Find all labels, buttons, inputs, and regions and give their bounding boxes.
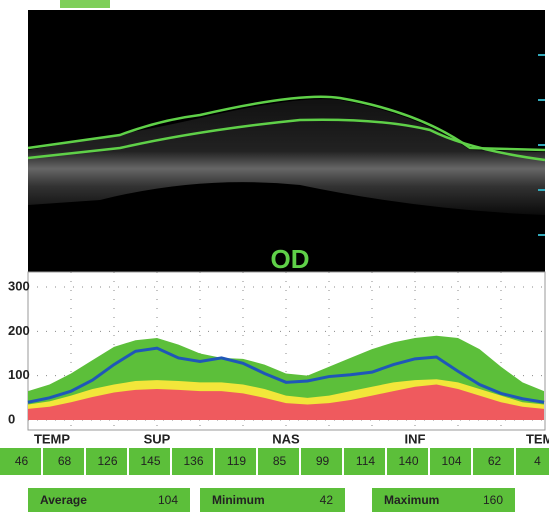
y-tick-label: 100	[8, 367, 30, 382]
sector-value: 62	[488, 454, 502, 468]
summary-value: 42	[320, 493, 334, 507]
report: OD 46 68 126 145 136 119 85 99 114 140 104 62 4 Avera…	[0, 0, 549, 518]
y-tick-label: 0	[8, 411, 15, 426]
sector-value: 140	[398, 454, 418, 468]
summary-label: Minimum	[212, 493, 265, 507]
x-tick-label: INF	[405, 431, 426, 446]
page: {"scan_label": "OD", "chart_data": {"typ…	[0, 0, 549, 518]
tables: 46 68 126 145 136 119 85 99 114 140 104 62 4 Average 1…	[0, 448, 549, 512]
x-tick-label: NAS	[272, 431, 300, 446]
summary-label: Average	[40, 493, 87, 507]
summary-label: Maximum	[384, 493, 439, 507]
sector-value: 114	[356, 454, 375, 468]
sector-value: 46	[15, 454, 29, 468]
sector-value: 126	[97, 454, 117, 468]
scan-header-marks	[60, 0, 110, 8]
sector-value: 136	[183, 454, 203, 468]
y-tick-label: 300	[8, 278, 30, 293]
sector-cell	[516, 448, 549, 475]
sector-value: 68	[58, 454, 72, 468]
y-tick-label: 200	[8, 323, 30, 338]
sector-value: 104	[441, 454, 461, 468]
summary-value: 104	[158, 493, 178, 507]
sector-value: 4	[534, 454, 541, 468]
sector-value: 99	[316, 454, 330, 468]
sector-value: 119	[227, 454, 246, 468]
eye-label: OD	[271, 244, 310, 274]
summary-value: 160	[483, 493, 503, 507]
x-tick-label: TEMP	[526, 431, 549, 446]
sector-value: 145	[140, 454, 160, 468]
x-tick-label: SUP	[144, 431, 171, 446]
sector-value: 85	[273, 454, 287, 468]
x-tick-label: TEMP	[34, 431, 70, 446]
